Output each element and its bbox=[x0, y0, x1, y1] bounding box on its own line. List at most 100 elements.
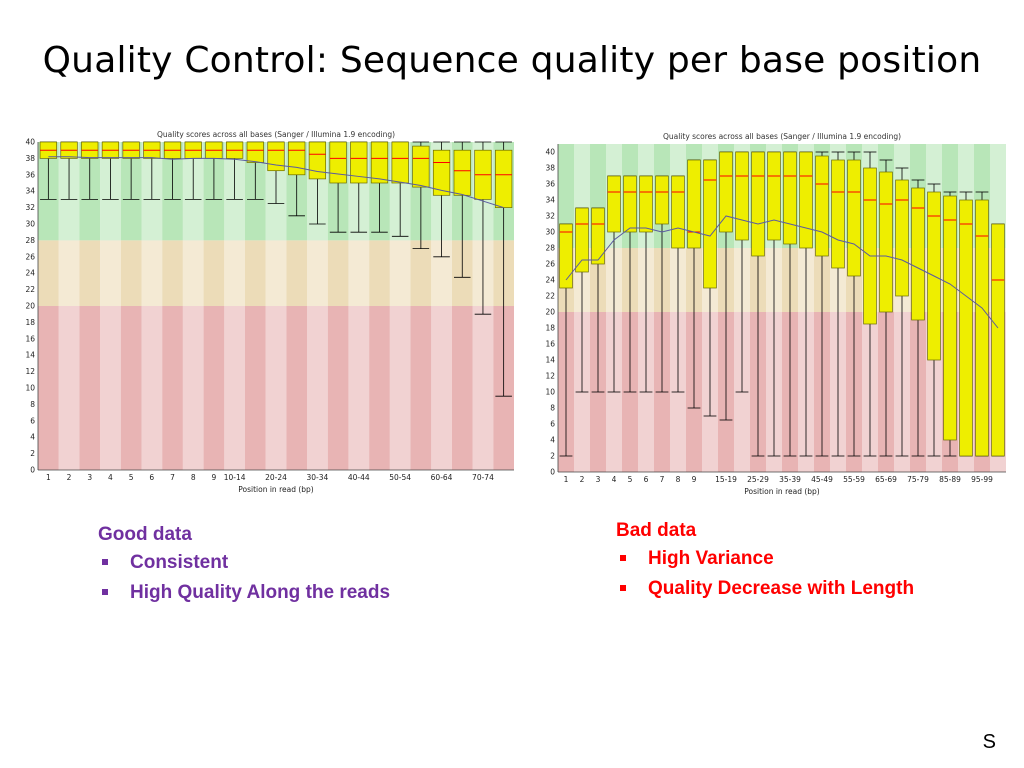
quality-band-ok bbox=[141, 240, 163, 306]
x-tick-label: 6 bbox=[644, 475, 649, 484]
quality-band-bad bbox=[369, 306, 390, 470]
quality-band-ok bbox=[265, 240, 287, 306]
bad-quality-chart: Quality scores across all bases (Sanger … bbox=[538, 130, 1010, 500]
y-tick-label: 36 bbox=[545, 180, 555, 189]
x-tick-label: 4 bbox=[108, 473, 113, 482]
y-tick-label: 0 bbox=[550, 468, 555, 477]
box-iqr bbox=[735, 151, 749, 241]
y-tick-label: 22 bbox=[25, 285, 35, 294]
box-iqr bbox=[703, 159, 717, 289]
quality-band-bad bbox=[100, 306, 121, 470]
good-data-bullet: Consistent bbox=[98, 552, 390, 574]
x-tick-label: 35-39 bbox=[779, 475, 801, 484]
quality-band-ok bbox=[327, 240, 349, 306]
quality-band-bad bbox=[162, 306, 183, 470]
y-tick-label: 38 bbox=[25, 154, 35, 163]
box-iqr bbox=[879, 171, 893, 313]
box-iqr bbox=[959, 199, 973, 457]
quality-band-ok bbox=[244, 240, 266, 306]
box-iqr bbox=[391, 141, 409, 184]
y-tick-label: 32 bbox=[25, 203, 35, 212]
slide-page-marker: S bbox=[982, 731, 996, 753]
x-tick-label: 7 bbox=[660, 475, 665, 484]
x-tick-label: 1 bbox=[564, 475, 569, 484]
x-tick-label: 5 bbox=[628, 475, 633, 484]
y-tick-label: 40 bbox=[545, 148, 555, 157]
quality-band-ok bbox=[410, 240, 432, 306]
box-iqr bbox=[655, 175, 669, 225]
quality-band-ok bbox=[182, 240, 204, 306]
box-iqr bbox=[975, 199, 989, 457]
y-tick-label: 30 bbox=[25, 220, 35, 229]
box-iqr bbox=[495, 149, 513, 208]
box-iqr bbox=[412, 145, 430, 188]
good-data-heading: Good data bbox=[98, 524, 192, 545]
quality-band-bad bbox=[265, 306, 287, 470]
y-tick-label: 12 bbox=[545, 372, 555, 381]
box-iqr bbox=[607, 175, 621, 233]
box-iqr bbox=[575, 207, 589, 273]
y-tick-label: 8 bbox=[30, 400, 35, 409]
box-iqr bbox=[719, 151, 733, 233]
x-tick-label: 4 bbox=[612, 475, 617, 484]
y-tick-label: 6 bbox=[30, 416, 35, 425]
box-iqr bbox=[815, 155, 829, 257]
box-iqr bbox=[453, 149, 471, 196]
box-iqr bbox=[687, 159, 701, 249]
quality-band-good bbox=[558, 144, 574, 248]
box-iqr bbox=[639, 175, 653, 233]
box-iqr bbox=[847, 159, 861, 277]
box-iqr bbox=[350, 141, 368, 184]
box-iqr bbox=[623, 175, 637, 233]
quality-band-bad bbox=[203, 306, 225, 470]
box-iqr bbox=[370, 141, 389, 184]
good-quality-chart-svg: Quality scores across all bases (Sanger … bbox=[25, 130, 514, 494]
quality-band-ok bbox=[58, 240, 80, 306]
x-tick-label: 15-19 bbox=[715, 475, 737, 484]
box-iqr bbox=[991, 223, 1005, 457]
x-tick-label: 40-44 bbox=[348, 473, 370, 482]
x-tick-label: 65-69 bbox=[875, 475, 897, 484]
quality-band-bad bbox=[141, 306, 163, 470]
x-tick-label: 3 bbox=[87, 473, 92, 482]
good-data-bullets: Consistent High Quality Along the reads bbox=[98, 552, 390, 604]
quality-band-ok bbox=[389, 240, 411, 306]
quality-band-bad bbox=[389, 306, 411, 470]
bad-quality-chart-svg: Quality scores across all bases (Sanger … bbox=[545, 132, 1006, 496]
x-tick-label: 85-89 bbox=[939, 475, 961, 484]
y-tick-label: 0 bbox=[30, 466, 35, 475]
y-tick-label: 4 bbox=[30, 433, 35, 442]
x-tick-label: 5 bbox=[129, 473, 134, 482]
quality-band-ok bbox=[369, 240, 390, 306]
x-tick-label: 55-59 bbox=[843, 475, 865, 484]
box-iqr bbox=[831, 159, 845, 269]
quality-band-ok bbox=[224, 240, 245, 306]
y-tick-label: 22 bbox=[545, 292, 555, 301]
x-tick-label: 30-34 bbox=[306, 473, 328, 482]
box-iqr bbox=[767, 151, 781, 241]
box-iqr bbox=[799, 151, 813, 249]
box-iqr bbox=[671, 175, 685, 249]
box-iqr bbox=[591, 207, 605, 265]
x-tick-label: 2 bbox=[67, 473, 72, 482]
quality-band-ok bbox=[38, 240, 59, 306]
y-tick-label: 40 bbox=[25, 138, 35, 147]
quality-band-bad bbox=[224, 306, 245, 470]
y-tick-label: 10 bbox=[545, 388, 555, 397]
quality-band-good bbox=[990, 144, 1006, 248]
good-quality-chart: Quality scores across all bases (Sanger … bbox=[18, 128, 518, 498]
x-tick-label: 50-54 bbox=[389, 473, 411, 482]
y-tick-label: 20 bbox=[545, 308, 555, 317]
x-tick-label: 20-24 bbox=[265, 473, 287, 482]
y-tick-label: 26 bbox=[545, 260, 555, 269]
y-tick-label: 30 bbox=[545, 228, 555, 237]
x-tick-label: 1 bbox=[46, 473, 51, 482]
quality-band-ok bbox=[348, 240, 370, 306]
quality-band-bad bbox=[286, 306, 308, 470]
quality-band-bad bbox=[244, 306, 266, 470]
bad-data-heading: Bad data bbox=[616, 520, 697, 541]
y-tick-label: 16 bbox=[545, 340, 555, 349]
good-data-bullet: High Quality Along the reads bbox=[98, 582, 390, 604]
bad-data-caption: Bad data High Variance Quality Decrease … bbox=[616, 520, 914, 608]
quality-band-bad bbox=[38, 306, 59, 470]
